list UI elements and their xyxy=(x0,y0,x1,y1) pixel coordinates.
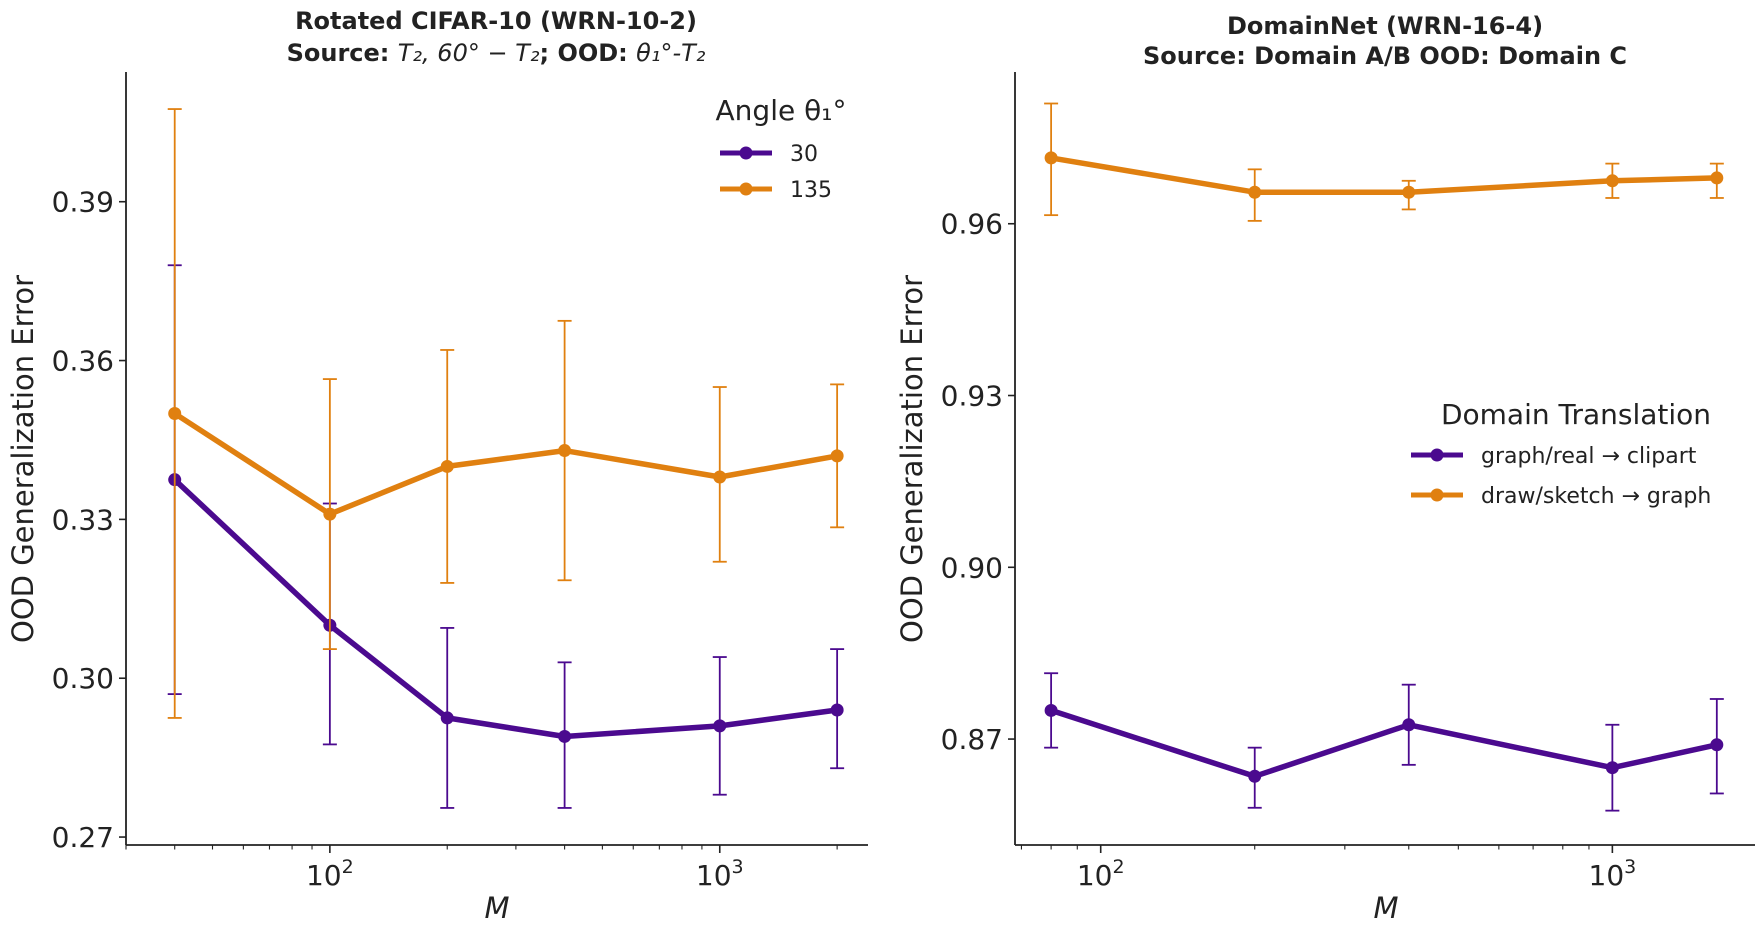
right-chart-title: DomainNet (WRN-16-4) xyxy=(1227,12,1543,40)
data-point xyxy=(168,406,182,420)
data-point xyxy=(1044,151,1058,165)
right-chart-subtitle: Source: Domain A/B OOD: Domain C xyxy=(1143,42,1627,70)
left-legend-marker-30 xyxy=(739,146,753,160)
right-y-tick-label: 0.96 xyxy=(941,208,1003,241)
right-legend-marker-graph-real xyxy=(1430,448,1444,462)
right-x-tick-label: 103 xyxy=(1589,856,1637,892)
left-chart-panel: Rotated CIFAR-10 (WRN-10-2) Source: T₂, … xyxy=(6,7,868,925)
right-legend-label-graph-real: graph/real → clipart xyxy=(1481,444,1697,469)
data-point xyxy=(1402,718,1416,732)
left-x-tick-label: 102 xyxy=(306,856,354,892)
right-series-0 xyxy=(1044,672,1724,812)
left-x-tick-label: 103 xyxy=(696,856,744,892)
left-legend-label-30: 30 xyxy=(790,142,818,167)
data-point xyxy=(1710,738,1724,752)
data-point xyxy=(1248,769,1262,783)
right-legend-marker-draw-sketch xyxy=(1430,488,1444,502)
right-legend-title: Domain Translation xyxy=(1441,398,1711,431)
left-y-tick-label: 0.30 xyxy=(52,662,114,695)
left-y-tick-label: 0.36 xyxy=(52,345,114,378)
data-point xyxy=(1710,171,1724,185)
left-series-0 xyxy=(167,264,845,809)
data-point xyxy=(558,729,572,743)
right-chart-panel: DomainNet (WRN-16-4) Source: Domain A/B … xyxy=(895,12,1755,925)
left-legend: Angle θ₁° 30 135 xyxy=(716,94,847,203)
left-series-1 xyxy=(167,108,845,719)
left-subtitle-source-value: T₂, 60° − T₂ xyxy=(398,39,540,67)
data-point xyxy=(1044,703,1058,717)
data-point xyxy=(830,703,844,717)
right-legend-label-draw-sketch: draw/sketch → graph xyxy=(1481,484,1711,509)
data-point xyxy=(1248,185,1262,199)
data-point xyxy=(558,444,572,458)
data-point xyxy=(1402,185,1416,199)
left-x-axis-label: M xyxy=(484,891,509,925)
data-point xyxy=(323,507,337,521)
right-series-1 xyxy=(1044,102,1724,222)
data-point xyxy=(830,449,844,463)
right-y-tick-label: 0.93 xyxy=(941,380,1003,413)
series-line xyxy=(172,477,838,740)
left-subtitle-ood-value: θ₁°-T₂ xyxy=(636,39,706,67)
data-point xyxy=(440,459,454,473)
data-point xyxy=(440,711,454,725)
left-legend-title: Angle θ₁° xyxy=(716,94,847,127)
left-y-axis-label: OOD Generalization Error xyxy=(6,275,40,643)
left-chart-title: Rotated CIFAR-10 (WRN-10-2) xyxy=(295,7,697,35)
left-legend-label-135: 135 xyxy=(790,178,832,203)
left-legend-marker-135 xyxy=(739,182,753,196)
left-subtitle-ood-label: ; OOD: xyxy=(540,39,637,67)
data-point xyxy=(1605,761,1619,775)
left-y-tick-label: 0.33 xyxy=(52,503,114,536)
data-point xyxy=(1605,174,1619,188)
data-point xyxy=(713,719,727,733)
right-x-axis-label: M xyxy=(1373,891,1398,925)
right-y-tick-label: 0.90 xyxy=(941,551,1003,584)
left-y-tick-label: 0.27 xyxy=(52,821,114,854)
right-y-axis-label: OOD Generalization Error xyxy=(895,275,929,643)
left-y-tick-label: 0.39 xyxy=(52,186,114,219)
data-point xyxy=(713,470,727,484)
left-subtitle-source-label: Source: xyxy=(287,39,398,67)
series-line xyxy=(173,411,838,517)
right-x-tick-label: 102 xyxy=(1077,856,1125,892)
right-y-tick-label: 0.87 xyxy=(941,723,1003,756)
left-chart-subtitle: Source: T₂, 60° − T₂; OOD: θ₁°-T₂ xyxy=(287,39,706,67)
right-legend: Domain Translation graph/real → clipart … xyxy=(1411,398,1711,509)
